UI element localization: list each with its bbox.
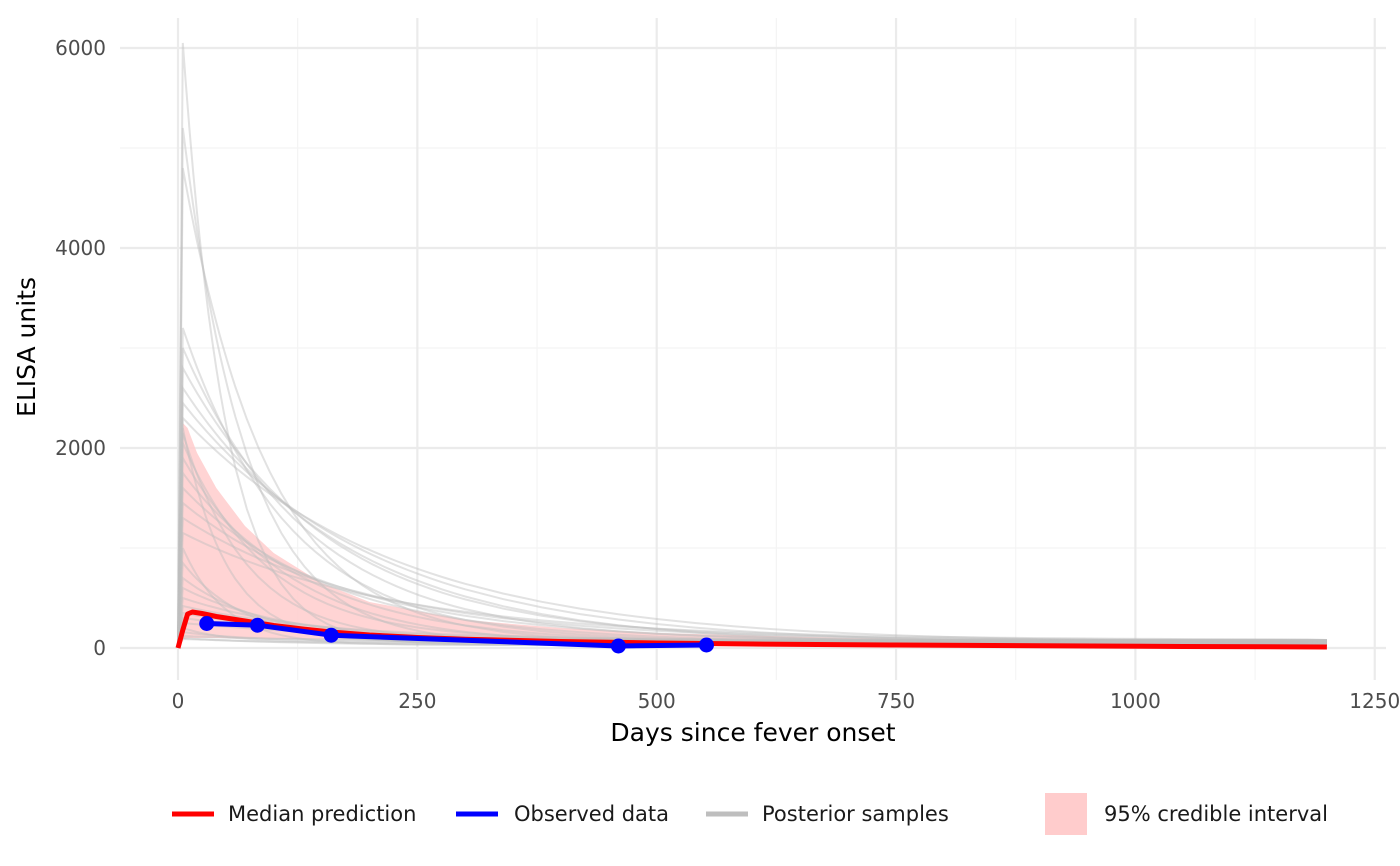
legend-label: Median prediction (228, 802, 416, 826)
credible-interval-layer (178, 423, 1327, 648)
grid-minor (120, 18, 1386, 680)
posterior-sample-curve (177, 500, 1327, 649)
posterior-sample-curve (177, 596, 1327, 649)
x-tick-label: 250 (398, 689, 436, 713)
observed-data-point (249, 617, 265, 633)
y-tick-label: 6000 (55, 36, 106, 60)
posterior-sample-curve (177, 442, 1327, 649)
credible-interval-band (178, 423, 1327, 648)
observed-data-layer (199, 616, 714, 654)
observed-data-point (610, 638, 626, 654)
posterior-sample-curve (177, 347, 1327, 649)
observed-data-point (199, 616, 215, 631)
x-tick-label: 500 (638, 689, 676, 713)
x-tick-label: 0 (172, 689, 185, 713)
x-tick-label: 1250 (1349, 689, 1400, 713)
legend: Median prediction Observed data Posterior … (172, 793, 1328, 835)
posterior-sample-curve (177, 127, 1327, 649)
y-tick-label: 0 (93, 636, 106, 660)
posterior-sample-curve (177, 42, 1327, 649)
legend-label: 95% credible interval (1104, 802, 1328, 826)
posterior-sample-curve (177, 604, 1327, 649)
x-tick-label: 750 (877, 689, 915, 713)
posterior-sample-curve (177, 400, 1327, 649)
posterior-sample-curve (177, 630, 1327, 649)
posterior-sample-curve (177, 485, 1327, 649)
posterior-sample-curve (177, 167, 1327, 649)
y-tick-label: 2000 (55, 436, 106, 460)
posterior-sample-curve (177, 531, 1327, 649)
posterior-sample-curve (177, 364, 1327, 649)
y-axis-ticks: 0 2000 4000 6000 (55, 36, 106, 660)
y-axis-title: ELISA units (12, 277, 41, 417)
y-tick-label: 4000 (55, 236, 106, 260)
legend-label: Observed data (514, 802, 669, 826)
posterior-samples-layer (177, 42, 1327, 649)
posterior-sample-curve (177, 384, 1327, 649)
x-axis-title: Days since fever onset (610, 718, 895, 747)
observed-data-point (698, 637, 714, 653)
x-axis-ticks: 0 250 500 750 1000 1250 (172, 689, 1400, 713)
x-tick-label: 1000 (1110, 689, 1161, 713)
posterior-sample-curve (177, 516, 1327, 649)
legend-key-fill (1045, 793, 1087, 835)
legend-label: Posterior samples (762, 802, 949, 826)
posterior-sample-curve (177, 432, 1327, 649)
posterior-sample-curve (177, 626, 1327, 649)
posterior-sample-curve (177, 427, 1327, 649)
observed-data-point (323, 627, 339, 643)
posterior-sample-curve (177, 327, 1327, 649)
posterior-sample-curve (177, 415, 1327, 649)
